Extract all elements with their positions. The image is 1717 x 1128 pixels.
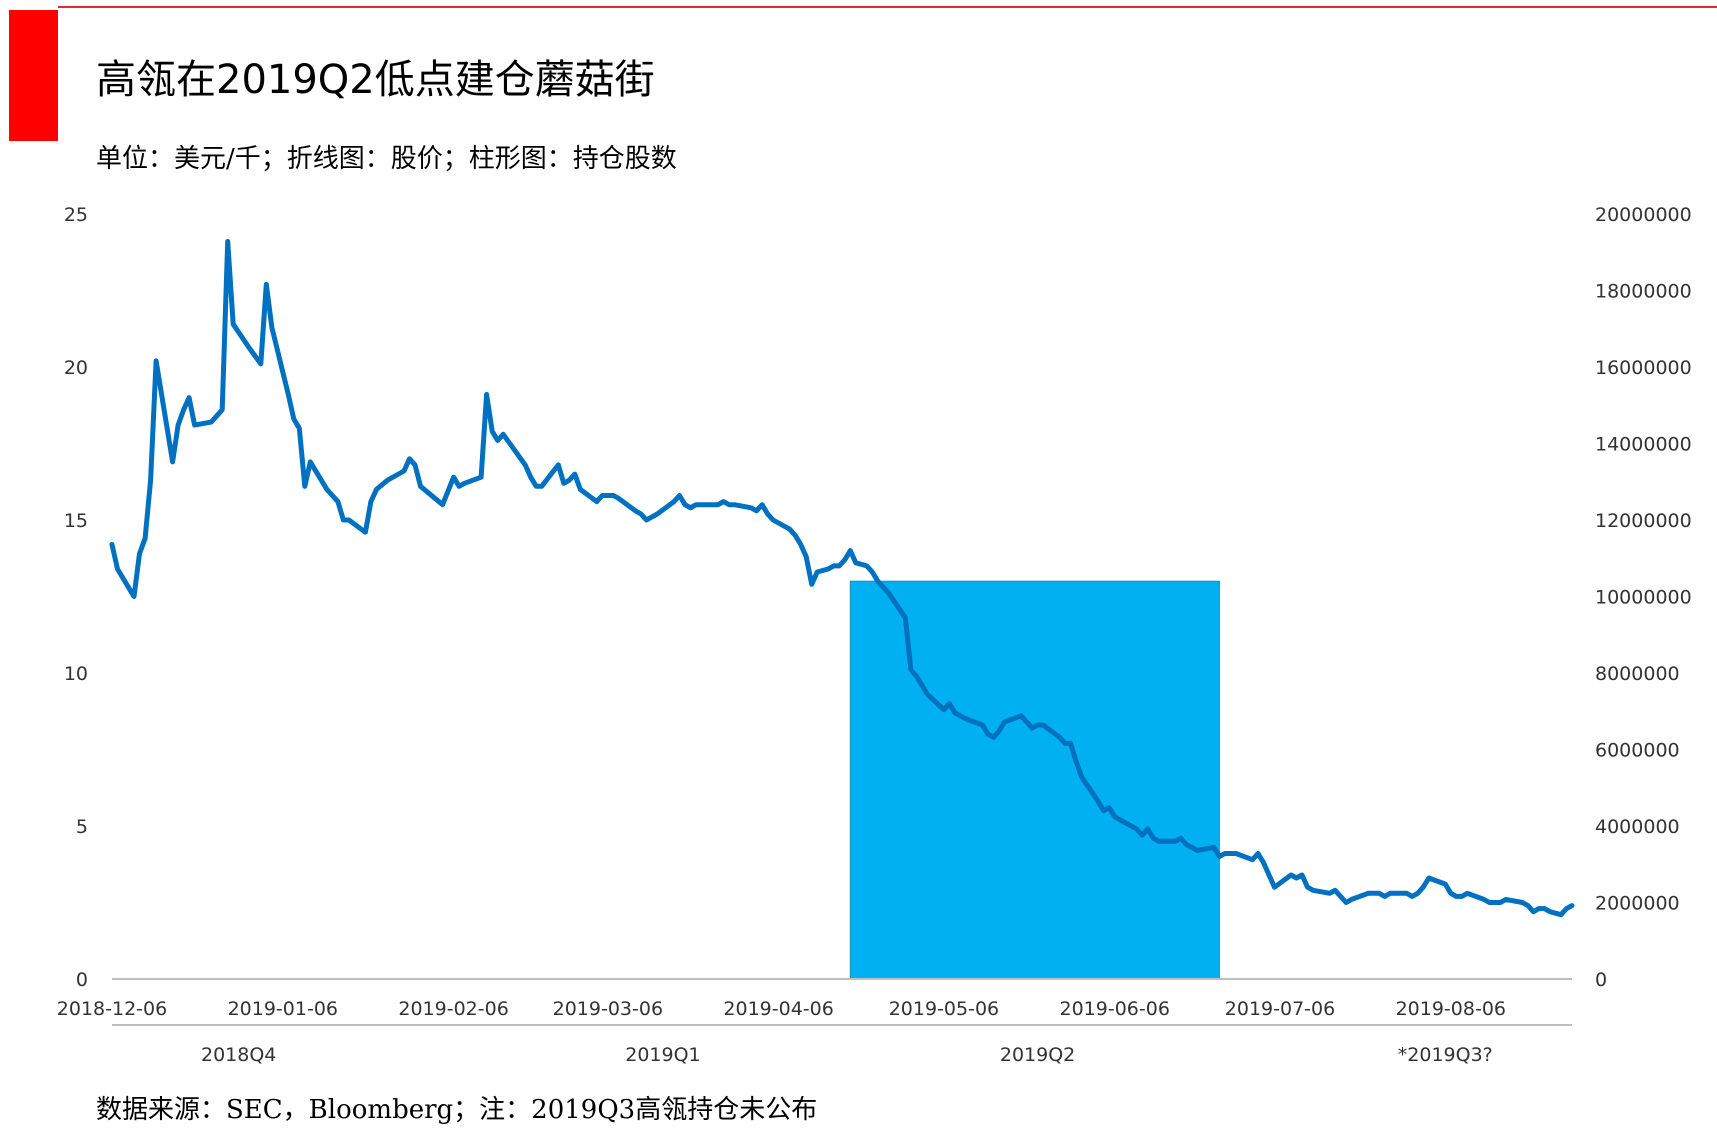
left-axis-tick-label: 5 <box>76 816 88 838</box>
quarter-label: *2019Q3? <box>1398 1044 1493 1066</box>
source-note: 数据来源：SEC，Bloomberg；注：2019Q3高瓴持仓未公布 <box>96 1095 818 1125</box>
right-axis-tick-label: 16000000 <box>1595 357 1692 379</box>
right-axis-tick-label: 2000000 <box>1595 893 1680 915</box>
right-axis-tick-label: 20000000 <box>1595 204 1692 226</box>
left-axis-tick-label: 20 <box>64 357 88 379</box>
right-axis-tick-label: 4000000 <box>1595 816 1680 838</box>
x-axis-tick-label: 2019-02-06 <box>398 998 508 1020</box>
right-axis-tick-label: 12000000 <box>1595 510 1692 532</box>
right-axis-tick-label: 10000000 <box>1595 587 1692 609</box>
price-line-layer <box>109 239 1575 918</box>
stock-price-line <box>109 239 1575 918</box>
quarter-label: 2019Q1 <box>625 1044 700 1066</box>
left-axis-tick-label: 15 <box>64 510 88 532</box>
right-axis-tick-label: 14000000 <box>1595 434 1692 456</box>
right-axis-ticks: 0 2000000 4000000 6000000 8000000 10000000 120… <box>1595 204 1692 991</box>
x-axis-tick-label: 2019-03-06 <box>553 998 663 1020</box>
right-axis-tick-label: 6000000 <box>1595 740 1680 762</box>
quarter-labels: 2018Q4 2019Q1 2019Q2 *2019Q3? <box>201 1044 1493 1066</box>
x-axis-ticks: 2018-12-06 2019-01-06 2019-02-06 2019-03-06… <box>57 998 1506 1020</box>
x-axis-tick-label: 2019-04-06 <box>723 998 833 1020</box>
holdings-bar <box>849 580 1220 980</box>
left-axis-tick-label: 0 <box>76 969 88 991</box>
x-axis-tick-label: 2019-08-06 <box>1396 998 1506 1020</box>
left-axis-ticks: 0 5 10 15 20 25 <box>64 204 88 991</box>
x-axis-tick-label: 2018-12-06 <box>57 998 167 1020</box>
right-axis-tick-label: 8000000 <box>1595 663 1680 685</box>
x-axis-tick-label: 2019-05-06 <box>889 998 999 1020</box>
chart-subtitle: 单位：美元/千；折线图：股价；柱形图：持仓股数 <box>96 144 677 174</box>
left-axis-tick-label: 25 <box>64 204 88 226</box>
quarter-label: 2018Q4 <box>201 1044 276 1066</box>
quarter-label: 2019Q2 <box>1000 1044 1075 1066</box>
page-title: 高瓴在2019Q2低点建仓蘑菇街 <box>96 57 655 103</box>
right-axis-tick-label: 0 <box>1595 969 1607 991</box>
accent-bar <box>9 10 58 141</box>
left-axis-tick-label: 10 <box>64 663 88 685</box>
x-axis-tick-label: 2019-06-06 <box>1060 998 1170 1020</box>
x-axis-tick-label: 2019-01-06 <box>228 998 338 1020</box>
holdings-bars <box>849 580 1220 980</box>
top-rule <box>58 6 1717 8</box>
x-axis-tick-label: 2019-07-06 <box>1225 998 1335 1020</box>
right-axis-tick-label: 18000000 <box>1595 281 1692 303</box>
